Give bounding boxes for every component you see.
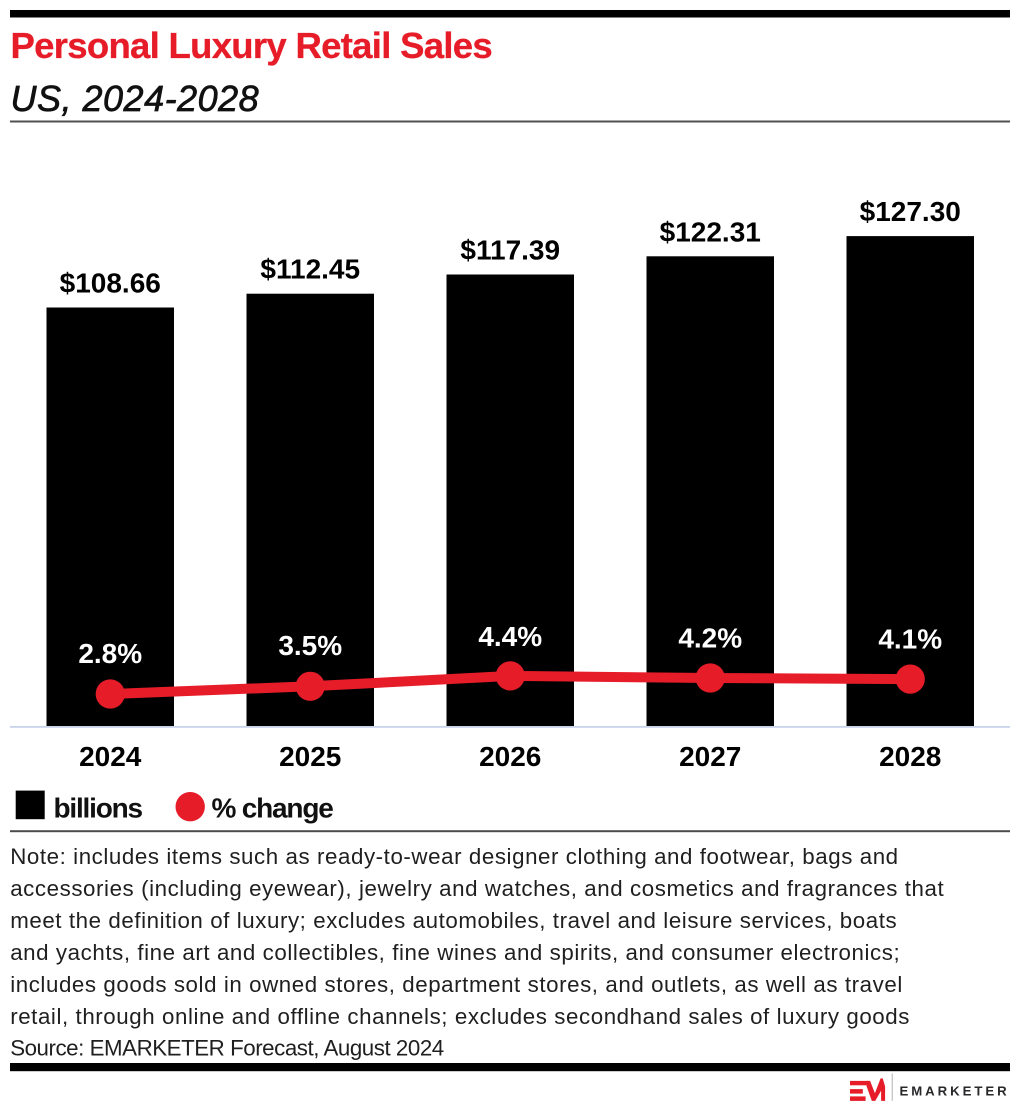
svg-text:billions: billions	[54, 792, 143, 823]
svg-text:meet the definition of luxury;: meet the definition of luxury; excludes …	[10, 908, 897, 933]
svg-text:$112.45: $112.45	[260, 254, 360, 285]
svg-text:2024: 2024	[79, 741, 142, 772]
svg-text:$117.39: $117.39	[460, 235, 560, 266]
svg-text:$108.66: $108.66	[60, 268, 161, 299]
svg-text:2025: 2025	[279, 741, 341, 772]
svg-text:2026: 2026	[479, 741, 541, 772]
svg-text:includes goods sold in owned s: includes goods sold in owned stores, dep…	[10, 972, 903, 997]
svg-text:$122.31: $122.31	[660, 216, 761, 247]
svg-text:Source: EMARKETER Forecast, Au: Source: EMARKETER Forecast, August 2024	[10, 1036, 444, 1061]
svg-text:retail, through online and off: retail, through online and offline chann…	[10, 1004, 910, 1029]
svg-text:% change: % change	[212, 792, 334, 823]
svg-text:4.2%: 4.2%	[678, 623, 742, 654]
svg-text:EMARKETER: EMARKETER	[900, 1083, 1010, 1098]
svg-text:3.5%: 3.5%	[278, 630, 342, 661]
svg-text:Personal Luxury Retail Sales: Personal Luxury Retail Sales	[11, 25, 492, 66]
svg-text:and yachts, fine art and colle: and yachts, fine art and collectibles, f…	[10, 940, 900, 965]
svg-text:US, 2024-2028: US, 2024-2028	[11, 78, 260, 119]
svg-text:2027: 2027	[679, 741, 741, 772]
svg-text:Note: includes items such as r: Note: includes items such as ready-to-we…	[10, 844, 898, 869]
svg-text:4.1%: 4.1%	[878, 624, 942, 655]
svg-text:accessories (including eyewear: accessories (including eyewear), jewelry…	[10, 876, 944, 901]
svg-text:$127.30: $127.30	[860, 196, 961, 227]
svg-text:2028: 2028	[879, 741, 941, 772]
svg-text:4.4%: 4.4%	[478, 621, 542, 652]
svg-text:2.8%: 2.8%	[78, 638, 142, 669]
